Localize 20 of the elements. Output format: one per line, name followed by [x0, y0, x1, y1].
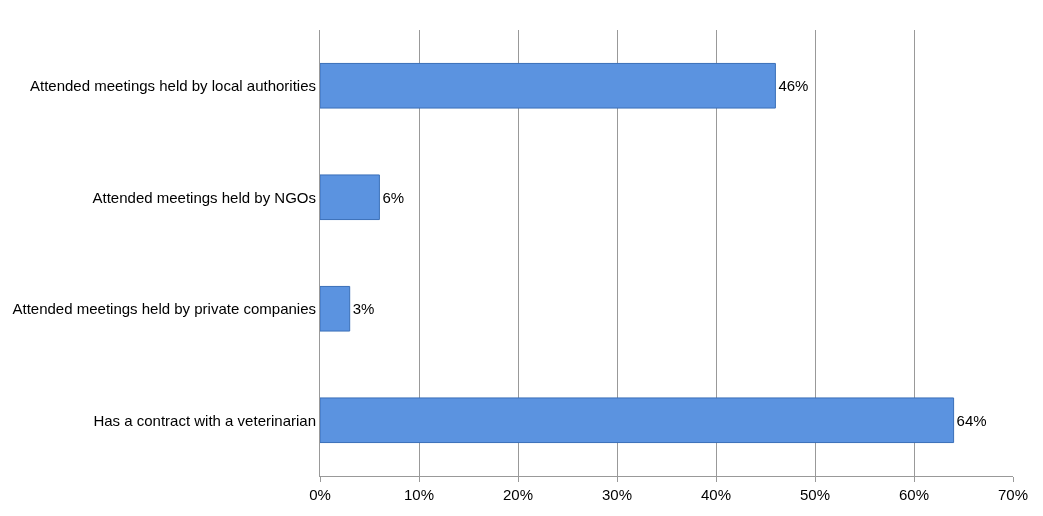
x-tick-label: 70% — [997, 486, 1029, 503]
x-tick-label: 60% — [898, 486, 930, 503]
data-label: 6% — [382, 188, 405, 206]
data-label: 64% — [956, 411, 987, 429]
x-tick-label: 10% — [403, 486, 435, 503]
bar — [320, 174, 380, 221]
x-tick-label: 0% — [309, 486, 331, 503]
y-tick-label: Attended meetings held by local authorities — [29, 77, 316, 94]
bar — [320, 285, 351, 332]
data-label: 46% — [778, 77, 809, 95]
bar — [320, 397, 955, 444]
y-tick-label: Attended meetings held by NGOs — [92, 188, 316, 206]
y-tick-label: Has a contract with a veterinarian — [93, 411, 316, 429]
x-tick-label: 50% — [799, 486, 831, 503]
y-tick-label: Attended meetings held by private companies — [12, 300, 316, 317]
data-label: 3% — [352, 300, 375, 318]
x-tick-label: 30% — [601, 486, 633, 503]
bar — [320, 62, 776, 109]
x-tick-label: 40% — [700, 486, 732, 503]
x-tick-label: 20% — [502, 486, 534, 503]
